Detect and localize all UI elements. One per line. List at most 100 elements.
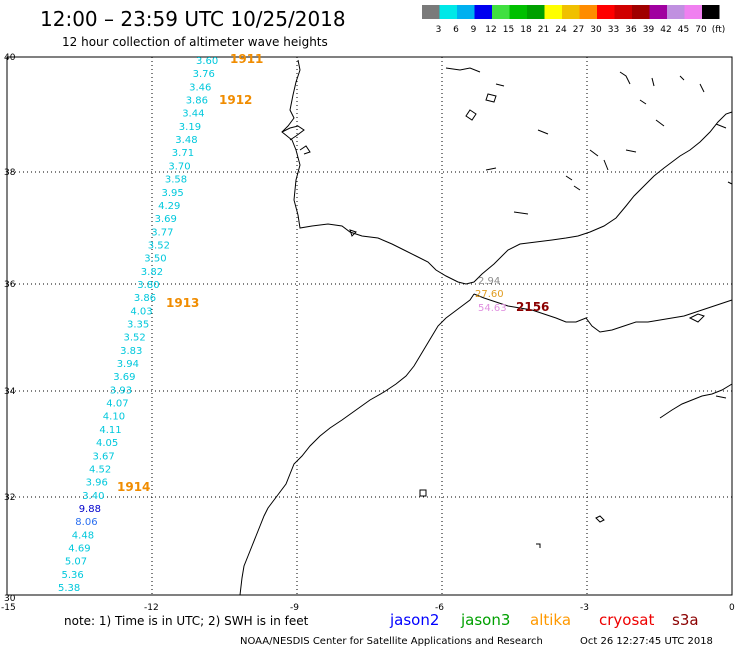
legend-jason3: jason3 (460, 611, 510, 629)
track-wave-height: 3.80 (137, 280, 159, 291)
colorbar-swatch (474, 5, 492, 19)
track-wave-height: 4.69 (68, 544, 90, 555)
legend-altika: altika (530, 611, 571, 629)
legend-jason2: jason2 (389, 611, 439, 629)
colorbar-swatch (457, 5, 475, 19)
legend-cryosat: cryosat (599, 611, 654, 629)
footer-timestamp: Oct 26 12:27:45 UTC 2018 (580, 636, 713, 647)
colorbar-label: 27 (573, 25, 584, 35)
lon-label-0: 0 (729, 603, 735, 613)
lat-label-34: 34 (4, 387, 16, 397)
track-wave-height: 4.05 (96, 438, 118, 449)
track-wave-height: 3.52 (148, 240, 170, 251)
track-wave-height: 3.60 (196, 56, 218, 67)
colorbar-label: 36 (625, 25, 637, 35)
gibraltar-value-gray: 2.94 (478, 276, 500, 287)
track-wave-height: 4.29 (158, 201, 180, 212)
track-wave-height: 3.52 (124, 333, 146, 344)
gibraltar-pass-time: 2156 (516, 300, 549, 314)
track-wave-height: 4.48 (72, 530, 94, 541)
track-wave-height: 3.93 (110, 385, 132, 396)
footer-credit: NOAA/NESDIS Center for Satellite Applica… (240, 636, 543, 647)
map-title: 12:00 – 23:59 UTC 10/25/2018 (40, 7, 346, 31)
satellite-legend: jason2 jason3 altika cryosat s3a (389, 611, 699, 629)
track-wave-height: 3.82 (141, 267, 163, 278)
lat-label-38: 38 (4, 168, 16, 178)
lon-label-minus3: -3 (580, 603, 589, 613)
lat-label-32: 32 (4, 493, 15, 503)
track-wave-height: 3.48 (175, 135, 197, 146)
footer-note: note: 1) Time is in UTC; 2) SWH is in fe… (64, 614, 309, 628)
lon-gridlines (151, 57, 588, 595)
lon-label-minus12: -12 (144, 603, 159, 613)
colorbar-swatch (684, 5, 702, 19)
track-wave-height: 3.95 (162, 188, 184, 199)
track-wave-height: 3.86 (134, 293, 156, 304)
colorbar-swatch (579, 5, 597, 19)
color-scale-bar: 3 6 9 12 15 18 21 24 27 30 33 36 39 42 45 70 (ft) (422, 5, 725, 35)
colorbar-swatch (527, 5, 545, 19)
colorbar-label: 24 (555, 25, 567, 35)
colorbar-label: 12 (485, 25, 496, 35)
lon-label-minus15: -15 (1, 603, 16, 613)
colorbar-swatch (544, 5, 562, 19)
track-wave-height: 4.11 (99, 425, 121, 436)
track-wave-height: 8.06 (75, 517, 97, 528)
track-wave-height: 3.46 (189, 82, 211, 93)
colorbar-label: 39 (643, 25, 655, 35)
colorbar-label: 45 (678, 25, 689, 35)
colorbar-label: 6 (453, 25, 459, 35)
coastline (239, 59, 733, 596)
gibraltar-value-orange: 27.60 (475, 289, 504, 300)
track-wave-height: 3.67 (93, 451, 115, 462)
colorbar-swatch (509, 5, 527, 19)
colorbar-label: 9 (471, 25, 477, 35)
track-wave-height: 3.70 (168, 161, 190, 172)
colorbar-swatch (422, 5, 440, 19)
track-wave-height: 3.76 (193, 69, 215, 80)
lat-label-30: 30 (4, 594, 16, 604)
track-wave-height: 5.07 (65, 557, 87, 568)
track-wave-height: 4.52 (89, 464, 111, 475)
colorbar-swatch (614, 5, 632, 19)
track-wave-height: 3.69 (155, 214, 177, 225)
colorbar-label: 3 (436, 25, 442, 35)
pass-time-1913: 1913 (166, 296, 199, 310)
altimeter-track: 3.60 3.76 3.46 3.86 3.44 3.19 3.48 3.71 3.70 3.58… (58, 56, 218, 594)
lon-label-minus6: -6 (435, 603, 444, 613)
track-wave-height: 3.96 (86, 478, 108, 489)
colorbar-label: 21 (538, 25, 549, 35)
colorbar-label: 30 (590, 25, 602, 35)
track-wave-height: 3.94 (117, 359, 139, 370)
track-wave-height: 3.69 (113, 372, 135, 383)
legend-s3a: s3a (672, 611, 699, 629)
colorbar-swatch (562, 5, 580, 19)
colorbar-swatch (632, 5, 650, 19)
colorbar-swatch (597, 5, 615, 19)
lat-gridlines (7, 171, 732, 498)
colorbar-swatch (702, 5, 720, 19)
lon-label-minus9: -9 (290, 603, 299, 613)
track-wave-height: 4.07 (106, 399, 128, 410)
track-wave-height: 4.03 (130, 306, 152, 317)
pass-time-1914: 1914 (117, 480, 150, 494)
track-wave-height: 3.35 (127, 320, 149, 331)
track-wave-height: 3.40 (82, 491, 104, 502)
track-wave-height: 3.19 (179, 122, 201, 133)
track-wave-height: 3.71 (172, 148, 194, 159)
track-wave-height: 3.58 (165, 175, 187, 186)
lat-label-36: 36 (4, 280, 16, 290)
track-wave-height: 9.88 (79, 504, 101, 515)
track-wave-height: 5.36 (62, 570, 84, 581)
pass-time-1911: 1911 (230, 52, 263, 66)
gibraltar-value-pink: 54.63 (478, 303, 507, 314)
colorbar-label: 15 (503, 25, 514, 35)
colorbar-swatch (439, 5, 457, 19)
track-wave-height: 5.38 (58, 583, 80, 594)
track-wave-height: 3.86 (186, 96, 208, 107)
lat-label-40: 40 (4, 53, 16, 63)
colorbar-label: 42 (660, 25, 671, 35)
colorbar-label: 70 (695, 25, 707, 35)
colorbar-label: 18 (520, 25, 532, 35)
track-wave-height: 3.77 (151, 227, 173, 238)
